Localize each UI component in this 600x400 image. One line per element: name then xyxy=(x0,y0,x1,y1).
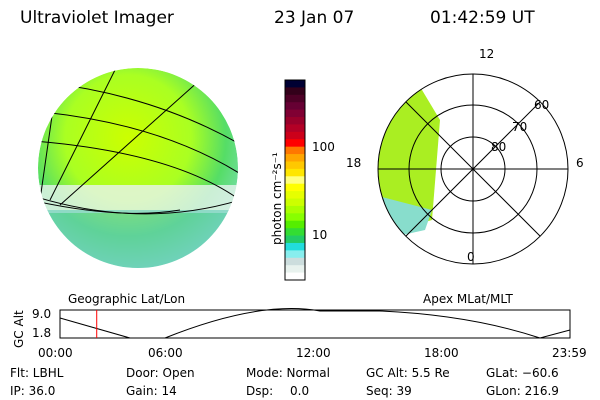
colorbar-segment xyxy=(285,139,305,148)
geographic-disc xyxy=(38,68,238,268)
polar-disc xyxy=(377,73,569,265)
xtick: 18:00 xyxy=(424,346,459,360)
polar-label-18: 18 xyxy=(346,156,362,170)
colorbar-segment xyxy=(285,205,305,214)
glon: GLon: 216.9 xyxy=(486,384,559,398)
altplot-ymin: 1.8 xyxy=(32,326,52,340)
colorbar-segment xyxy=(285,198,305,207)
colorbar xyxy=(285,80,305,281)
instrument-title: Ultraviolet Imager xyxy=(20,8,174,28)
colorbar-segment xyxy=(285,168,305,177)
date: 23 Jan 07 xyxy=(274,8,355,28)
colorbar-segment xyxy=(285,87,305,96)
colorbar-segment xyxy=(285,242,305,251)
polar-label-0: 0 xyxy=(467,250,475,264)
left-panel-label: Geographic Lat/Lon xyxy=(68,292,186,306)
gc-alt: GC Alt: 5.5 Re xyxy=(366,366,450,380)
colorbar-segment xyxy=(285,131,305,140)
colorbar-segment xyxy=(285,146,305,155)
gain: Gain: 14 xyxy=(126,384,177,398)
colorbar-segment xyxy=(285,183,305,192)
colorbar-segment xyxy=(285,213,305,222)
dsp-value: 0.0 xyxy=(290,384,310,398)
colorbar-tick-10: 10 xyxy=(312,228,328,242)
colorbar-segment xyxy=(285,109,305,118)
glat: GLat: −60.6 xyxy=(486,366,559,380)
colorbar-segment xyxy=(285,154,305,162)
polar-label-6: 6 xyxy=(576,156,584,170)
colorbar-segment xyxy=(285,191,305,200)
altplot-ylabel: GC Alt xyxy=(12,310,26,348)
colorbar-segment xyxy=(285,228,305,237)
colorbar-segment xyxy=(285,80,305,88)
colorbar-segment xyxy=(285,176,305,185)
colorbar-segment xyxy=(285,94,305,103)
polar-label-60: 60 xyxy=(534,98,550,112)
colorbar-segment xyxy=(285,220,305,229)
polar-label-70: 70 xyxy=(512,120,528,134)
xtick: 23:59 xyxy=(552,346,587,360)
colorbar-segment xyxy=(285,265,305,274)
colorbar-segment xyxy=(285,235,305,244)
polar-label-80: 80 xyxy=(491,140,507,154)
xtick: 06:00 xyxy=(148,346,183,360)
colorbar-tick-100: 100 xyxy=(312,140,335,154)
colorbar-segment xyxy=(285,250,305,259)
altitude-plot xyxy=(59,308,571,339)
colorbar-segment xyxy=(285,117,305,125)
colorbar-segment xyxy=(285,102,305,111)
time: 01:42:59 UT xyxy=(430,8,535,28)
altplot-ymax: 9.0 xyxy=(32,307,52,321)
mode: Mode: Normal xyxy=(246,366,330,380)
filter: Flt: LBHL xyxy=(10,366,64,380)
polar-label-12: 12 xyxy=(479,47,495,61)
door: Door: Open xyxy=(126,366,195,380)
colorbar-segment xyxy=(285,161,305,170)
xtick: 00:00 xyxy=(38,346,73,360)
xtick: 12:00 xyxy=(296,346,331,360)
colorbar-label: photon cm⁻²s⁻¹ xyxy=(270,152,284,245)
colorbar-segment xyxy=(285,257,305,266)
right-panel-label: Apex MLat/MLT xyxy=(423,292,513,306)
ip: IP: 36.0 xyxy=(10,384,56,398)
colorbar-segment xyxy=(285,124,305,133)
colorbar-segment xyxy=(285,272,305,281)
seq: Seq: 39 xyxy=(366,384,412,398)
dsp-label: Dsp: xyxy=(246,384,274,398)
